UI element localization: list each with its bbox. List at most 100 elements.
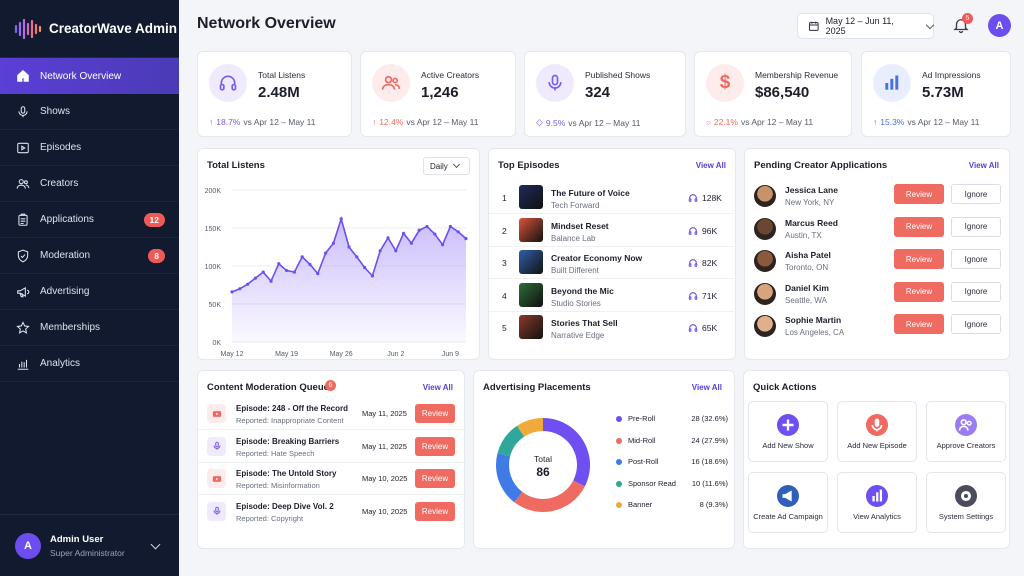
date-range-picker[interactable]: May 12 – Jun 11, 2025 <box>797 13 935 39</box>
legend-swatch <box>616 437 622 444</box>
stat-trend: ↑ 18.7% vs Apr 12 – May 11 <box>209 117 316 127</box>
applicant-name: Jessica Lane <box>785 185 838 195</box>
period-value: Daily <box>430 161 448 171</box>
sidebar-nav: Network Overview Shows Episodes Creators… <box>0 58 179 382</box>
review-button[interactable]: Review <box>415 501 455 521</box>
stat-card-ad-impressions[interactable]: Ad Impressions 5.73M ↑ 15.3% vs Apr 12 –… <box>861 51 1011 137</box>
quick-action-tile[interactable]: Approve Creators <box>926 401 1006 462</box>
sidebar-item-analytics[interactable]: Analytics <box>0 346 179 382</box>
ignore-button[interactable]: Ignore <box>951 216 1001 237</box>
stat-card-total-listens[interactable]: Total Listens 2.48M ↑ 18.7% vs Apr 12 – … <box>197 51 352 137</box>
moderation-date: May 11, 2025 <box>362 409 407 418</box>
sidebar-item-memberships[interactable]: Memberships <box>0 310 179 346</box>
stat-change: 9.5% <box>545 117 566 128</box>
quick-action-tile[interactable]: Create Ad Campaign <box>748 472 828 533</box>
moderation-count-badge: 6 <box>325 380 336 391</box>
card-title: Total Listens <box>207 160 265 171</box>
calendar-icon <box>808 21 819 31</box>
review-button[interactable]: Review <box>415 404 455 423</box>
review-button[interactable]: Review <box>894 314 944 334</box>
sidebar-item-episodes[interactable]: Episodes <box>0 130 179 166</box>
view-all-link[interactable]: View All <box>422 383 453 392</box>
episode-row[interactable]: 1 The Future of Voice Tech Forward 128K <box>489 182 737 214</box>
ignore-button[interactable]: Ignore <box>951 249 1001 269</box>
review-button[interactable]: Review <box>894 281 944 302</box>
legend-value: 16 (18.6%) <box>691 457 728 466</box>
moderation-row: Episode: Deep Dive Vol. 2 Reported: Copy… <box>198 496 466 528</box>
ignore-button[interactable]: Ignore <box>951 184 1001 204</box>
moderation-row: Episode: 248 - Off the Record Reported: … <box>198 398 466 430</box>
view-all-link[interactable]: View All <box>695 161 726 170</box>
legend-item: Sponsor Read 10 (11.6%) <box>616 478 728 490</box>
review-button[interactable]: Review <box>894 184 944 204</box>
episode-rank: 5 <box>502 323 507 333</box>
chevron-down-icon <box>925 20 935 29</box>
sidebar-item-applications[interactable]: Applications 12 <box>0 202 179 238</box>
headphones-icon <box>688 226 698 235</box>
placements-donut-chart[interactable] <box>483 405 603 525</box>
moderation-reason: Reported: Copyright <box>236 513 304 523</box>
sidebar-item-moderation[interactable]: Moderation 8 <box>0 238 179 274</box>
ignore-button[interactable]: Ignore <box>951 281 1001 302</box>
sidebar-item-label: Creators <box>40 178 79 189</box>
sidebar-item-network-overview[interactable]: Network Overview <box>0 58 179 94</box>
arrow-up-icon: ↑ <box>873 117 878 127</box>
bar-chart-icon <box>873 64 911 102</box>
header-avatar[interactable]: A <box>988 14 1011 37</box>
user-menu[interactable]: A Admin User Super Administrator <box>0 514 179 576</box>
episode-row[interactable]: 3 Creator Economy Now Built Different 82… <box>489 247 737 279</box>
review-button[interactable]: Review <box>415 436 455 456</box>
users-icon <box>372 64 410 102</box>
headphones-icon <box>688 291 698 300</box>
view-all-link[interactable]: View All <box>691 383 722 392</box>
users-icon <box>16 178 30 189</box>
video-icon <box>207 404 226 423</box>
review-button[interactable]: Review <box>894 249 944 269</box>
brand[interactable]: CreatorWave Admin <box>0 0 179 58</box>
quick-action-tile[interactable]: View Analytics <box>837 472 917 533</box>
episode-row[interactable]: 2 Mindset Reset Balance Lab 96K <box>489 215 737 247</box>
moderation-title: Episode: Deep Dive Vol. 2 <box>236 501 334 511</box>
review-button[interactable]: Review <box>415 469 455 488</box>
episode-row[interactable]: 5 Stories That Sell Narrative Edge 65K <box>489 312 737 344</box>
stat-card-published-shows[interactable]: Published Shows 324 ◇ 9.5% vs Apr 12 – M… <box>524 51 686 137</box>
quick-action-tile[interactable]: System Settings <box>926 472 1006 533</box>
data-point <box>269 279 273 283</box>
quick-action-tile[interactable]: Add New Episode <box>837 401 917 462</box>
data-point <box>324 251 328 255</box>
users-icon <box>955 414 977 436</box>
legend-swatch <box>616 416 622 422</box>
app-title: CreatorWave Admin <box>49 21 178 36</box>
applicant-location: New York, NY <box>785 198 835 207</box>
view-all-link[interactable]: View All <box>968 161 999 170</box>
user-avatar: A <box>15 532 41 559</box>
sidebar-item-shows[interactable]: Shows <box>0 94 179 130</box>
episode-title: Creator Economy Now <box>551 253 643 263</box>
episode-row[interactable]: 4 Beyond the Mic Studio Stories 71K <box>489 280 737 312</box>
page-title: Network Overview <box>197 15 336 32</box>
quick-actions-card: Quick Actions Add New Show Add New Episo… <box>743 370 1010 549</box>
application-row: Jessica Lane New York, NY Review Ignore <box>745 183 1011 215</box>
sidebar-item-advertising[interactable]: Advertising <box>0 274 179 310</box>
stat-card-membership-revenue[interactable]: $ Membership Revenue $86,540 ○ 22.1% vs … <box>694 51 852 137</box>
card-title: Advertising Placements <box>483 382 591 393</box>
headphones-icon <box>688 259 698 267</box>
stat-card-active-creators[interactable]: Active Creators 1,246 ↑ 12.4% vs Apr 12 … <box>360 51 516 137</box>
quick-action-tile[interactable]: Add New Show <box>748 401 828 462</box>
quick-action-label: Add New Show <box>762 441 814 450</box>
moderation-row: Episode: The Untold Story Reported: Misi… <box>198 463 466 495</box>
ignore-button[interactable]: Ignore <box>951 314 1001 334</box>
episode-listens: 82K <box>702 258 718 268</box>
episode-rank: 1 <box>502 193 507 203</box>
top-episodes-card: Top Episodes View All 1 The Future of Vo… <box>488 148 737 360</box>
applicant-avatar <box>754 250 776 272</box>
period-select[interactable]: Daily <box>423 157 470 175</box>
stat-label: Active Creators <box>421 70 480 80</box>
data-point <box>238 287 242 291</box>
review-button[interactable]: Review <box>894 216 944 237</box>
legend-value: 8 (9.3%) <box>699 500 728 509</box>
gear-icon <box>955 485 977 507</box>
stat-change: 18.7% <box>216 117 241 127</box>
sidebar-item-creators[interactable]: Creators <box>0 166 179 202</box>
